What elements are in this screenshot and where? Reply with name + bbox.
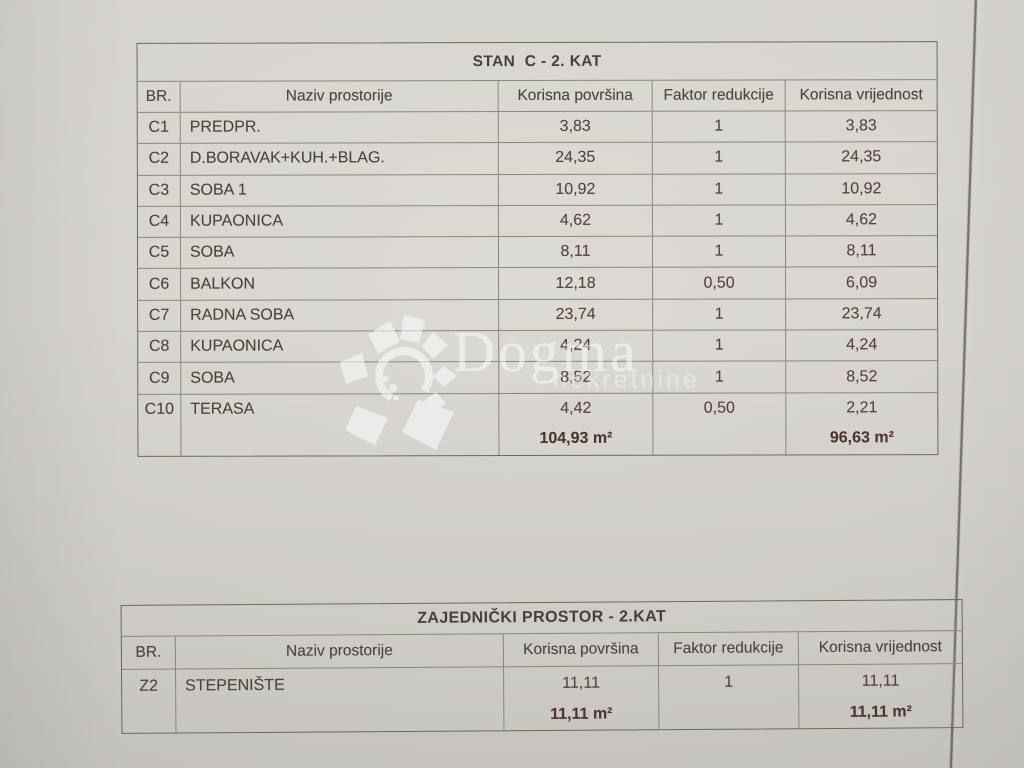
column-header-povrsina: Korisna površina (503, 633, 659, 667)
cell-povrsina: 24,35 (498, 143, 653, 174)
totals-br-cell (122, 702, 177, 733)
cell-naziv: STEPENIŠTE (176, 667, 505, 703)
table-row: C10 TERASA 4,42 0,50 2,21 (138, 393, 937, 425)
cell-br: C7 (138, 300, 182, 331)
cell-povrsina: 10,92 (498, 174, 653, 205)
cell-naziv: TERASA (181, 393, 500, 425)
totals-povrsina: 11,11 m² (504, 699, 660, 731)
cell-povrsina: 12,18 (499, 268, 654, 299)
cell-povrsina: 8,52 (499, 362, 654, 393)
cell-faktor: 1 (652, 174, 786, 205)
stan-table: STAN C - 2. KAT BR. Naziv prostorije Kor… (136, 41, 939, 457)
cell-naziv: KUPAONICA (180, 205, 499, 237)
column-header-vrijednost: Korisna vrijednost (799, 86, 923, 104)
totals-faktor-cell (659, 698, 800, 730)
cell-faktor: 0,50 (653, 267, 787, 299)
table-row: C8 KUPAONICA 4,24 1 4,24 (138, 330, 938, 364)
cell-faktor: 1 (652, 142, 786, 174)
cell-vrijednost: 23,74 (841, 305, 882, 323)
stan-table-title: STAN C - 2. KAT (472, 52, 602, 70)
cell-br: C5 (137, 237, 182, 269)
cell-vrijednost: 4,62 (845, 211, 878, 229)
cell-naziv: RADNA SOBA (181, 299, 500, 331)
cell-vrijednost: 8,11 (846, 242, 877, 260)
cell-naziv: SOBA (181, 362, 500, 394)
cell-faktor: 1 (653, 330, 787, 362)
totals-naziv-cell (181, 424, 500, 456)
cell-vrijednost: 8,52 (846, 367, 878, 385)
column-header-povrsina: Korisna površina (498, 80, 653, 112)
cell-vrijednost: 6,09 (845, 273, 878, 291)
table-row: C3 SOBA 1 10,92 1 10,92 (137, 173, 937, 207)
cell-vrijednost: 10,92 (841, 180, 882, 198)
cell-povrsina: 8,11 (498, 236, 654, 268)
cell-vrijednost: 24,35 (841, 148, 882, 166)
cell-vrijednost: 4,24 (846, 336, 878, 354)
cell-faktor: 0,50 (653, 393, 787, 424)
zajednicki-table-title: ZAJEDNIČKI PROSTOR - 2.KAT (417, 608, 667, 627)
cell-br: C2 (137, 144, 181, 175)
cell-br: Z2 (122, 669, 177, 703)
totals-povrsina: 104,93 m² (499, 423, 654, 456)
totals-br-cell (138, 424, 182, 456)
column-header-naziv: Naziv prostorije (180, 81, 499, 112)
totals-vrijednost: 96,63 m² (829, 429, 894, 447)
stan-table-rows: C1 PREDPR. 3,83 1 3,83 C2 D.BORAVAK+KUH.+BLAG.… (137, 111, 938, 425)
table-row: C1 PREDPR. 3,83 1 3,83 (137, 111, 937, 145)
table-row: C5 SOBA 8,11 1 8,11 (137, 236, 938, 270)
cell-povrsina: 4,42 (499, 393, 654, 425)
cell-naziv: PREDPR. (180, 112, 499, 144)
cell-br: C3 (137, 175, 181, 206)
table-row: C6 BALKON 12,18 0,50 6,09 (138, 267, 938, 301)
cell-faktor: 1 (652, 236, 787, 268)
cell-br: C8 (138, 331, 182, 363)
cell-vrijednost: 11,11 (861, 672, 900, 690)
cell-faktor: 1 (653, 361, 787, 393)
stan-table-header-row: BR. Naziv prostorije Korisna površina Fa… (137, 80, 937, 113)
table-row: C7 RADNA SOBA 23,74 1 23,74 (138, 298, 938, 332)
cell-vrijednost: 3,83 (845, 117, 877, 135)
cell-br: C4 (137, 206, 181, 238)
column-header-naziv: Naziv prostorije (175, 634, 504, 669)
cell-faktor: 1 (652, 205, 786, 236)
cell-povrsina: 23,74 (499, 299, 654, 331)
cell-faktor: 1 (659, 665, 800, 700)
table-row: C4 KUPAONICA 4,62 1 4,62 (137, 205, 937, 239)
column-header-vrijednost: Korisna vrijednost (818, 638, 943, 657)
cell-naziv: BALKON (181, 268, 500, 300)
table-row: C9 SOBA 8,52 1 8,52 (138, 361, 938, 395)
cell-faktor: 1 (653, 299, 787, 330)
stan-table-totals-row: 104,93 m² 96,63 m² (138, 423, 937, 456)
cell-naziv: SOBA 1 (180, 174, 499, 206)
column-header-faktor: Faktor redukcije (658, 632, 799, 666)
cell-povrsina: 3,83 (498, 111, 653, 143)
stan-table-title-row: STAN C - 2. KAT (137, 42, 937, 82)
totals-faktor-cell (653, 423, 787, 455)
cell-faktor: 1 (652, 111, 786, 143)
cell-naziv: D.BORAVAK+KUH.+BLAG. (180, 143, 499, 175)
zajednicki-table-totals-row: 11,11 m² 11,11 m² (122, 697, 962, 733)
column-header-faktor: Faktor redukcije (652, 80, 786, 111)
cell-povrsina: 11,11 (504, 666, 660, 701)
cell-povrsina: 4,62 (498, 205, 653, 237)
zajednicki-table: ZAJEDNIČKI PROSTOR - 2.KAT BR. Naziv pro… (120, 599, 964, 734)
cell-naziv: KUPAONICA (181, 331, 500, 363)
totals-naziv-cell (176, 700, 505, 733)
cell-povrsina: 4,24 (499, 330, 654, 362)
column-header-br: BR. (137, 81, 181, 112)
cell-br: C9 (138, 363, 182, 394)
cell-vrijednost: 2,21 (846, 399, 878, 417)
table-row: C2 D.BORAVAK+KUH.+BLAG. 24,35 1 24,35 (137, 142, 937, 176)
cell-br: C10 (138, 394, 182, 425)
cell-naziv: SOBA (180, 237, 500, 269)
cell-br: C1 (137, 112, 181, 144)
cell-br: C6 (138, 269, 182, 300)
totals-vrijednost: 11,11 m² (849, 703, 913, 721)
column-header-br: BR. (121, 636, 177, 669)
